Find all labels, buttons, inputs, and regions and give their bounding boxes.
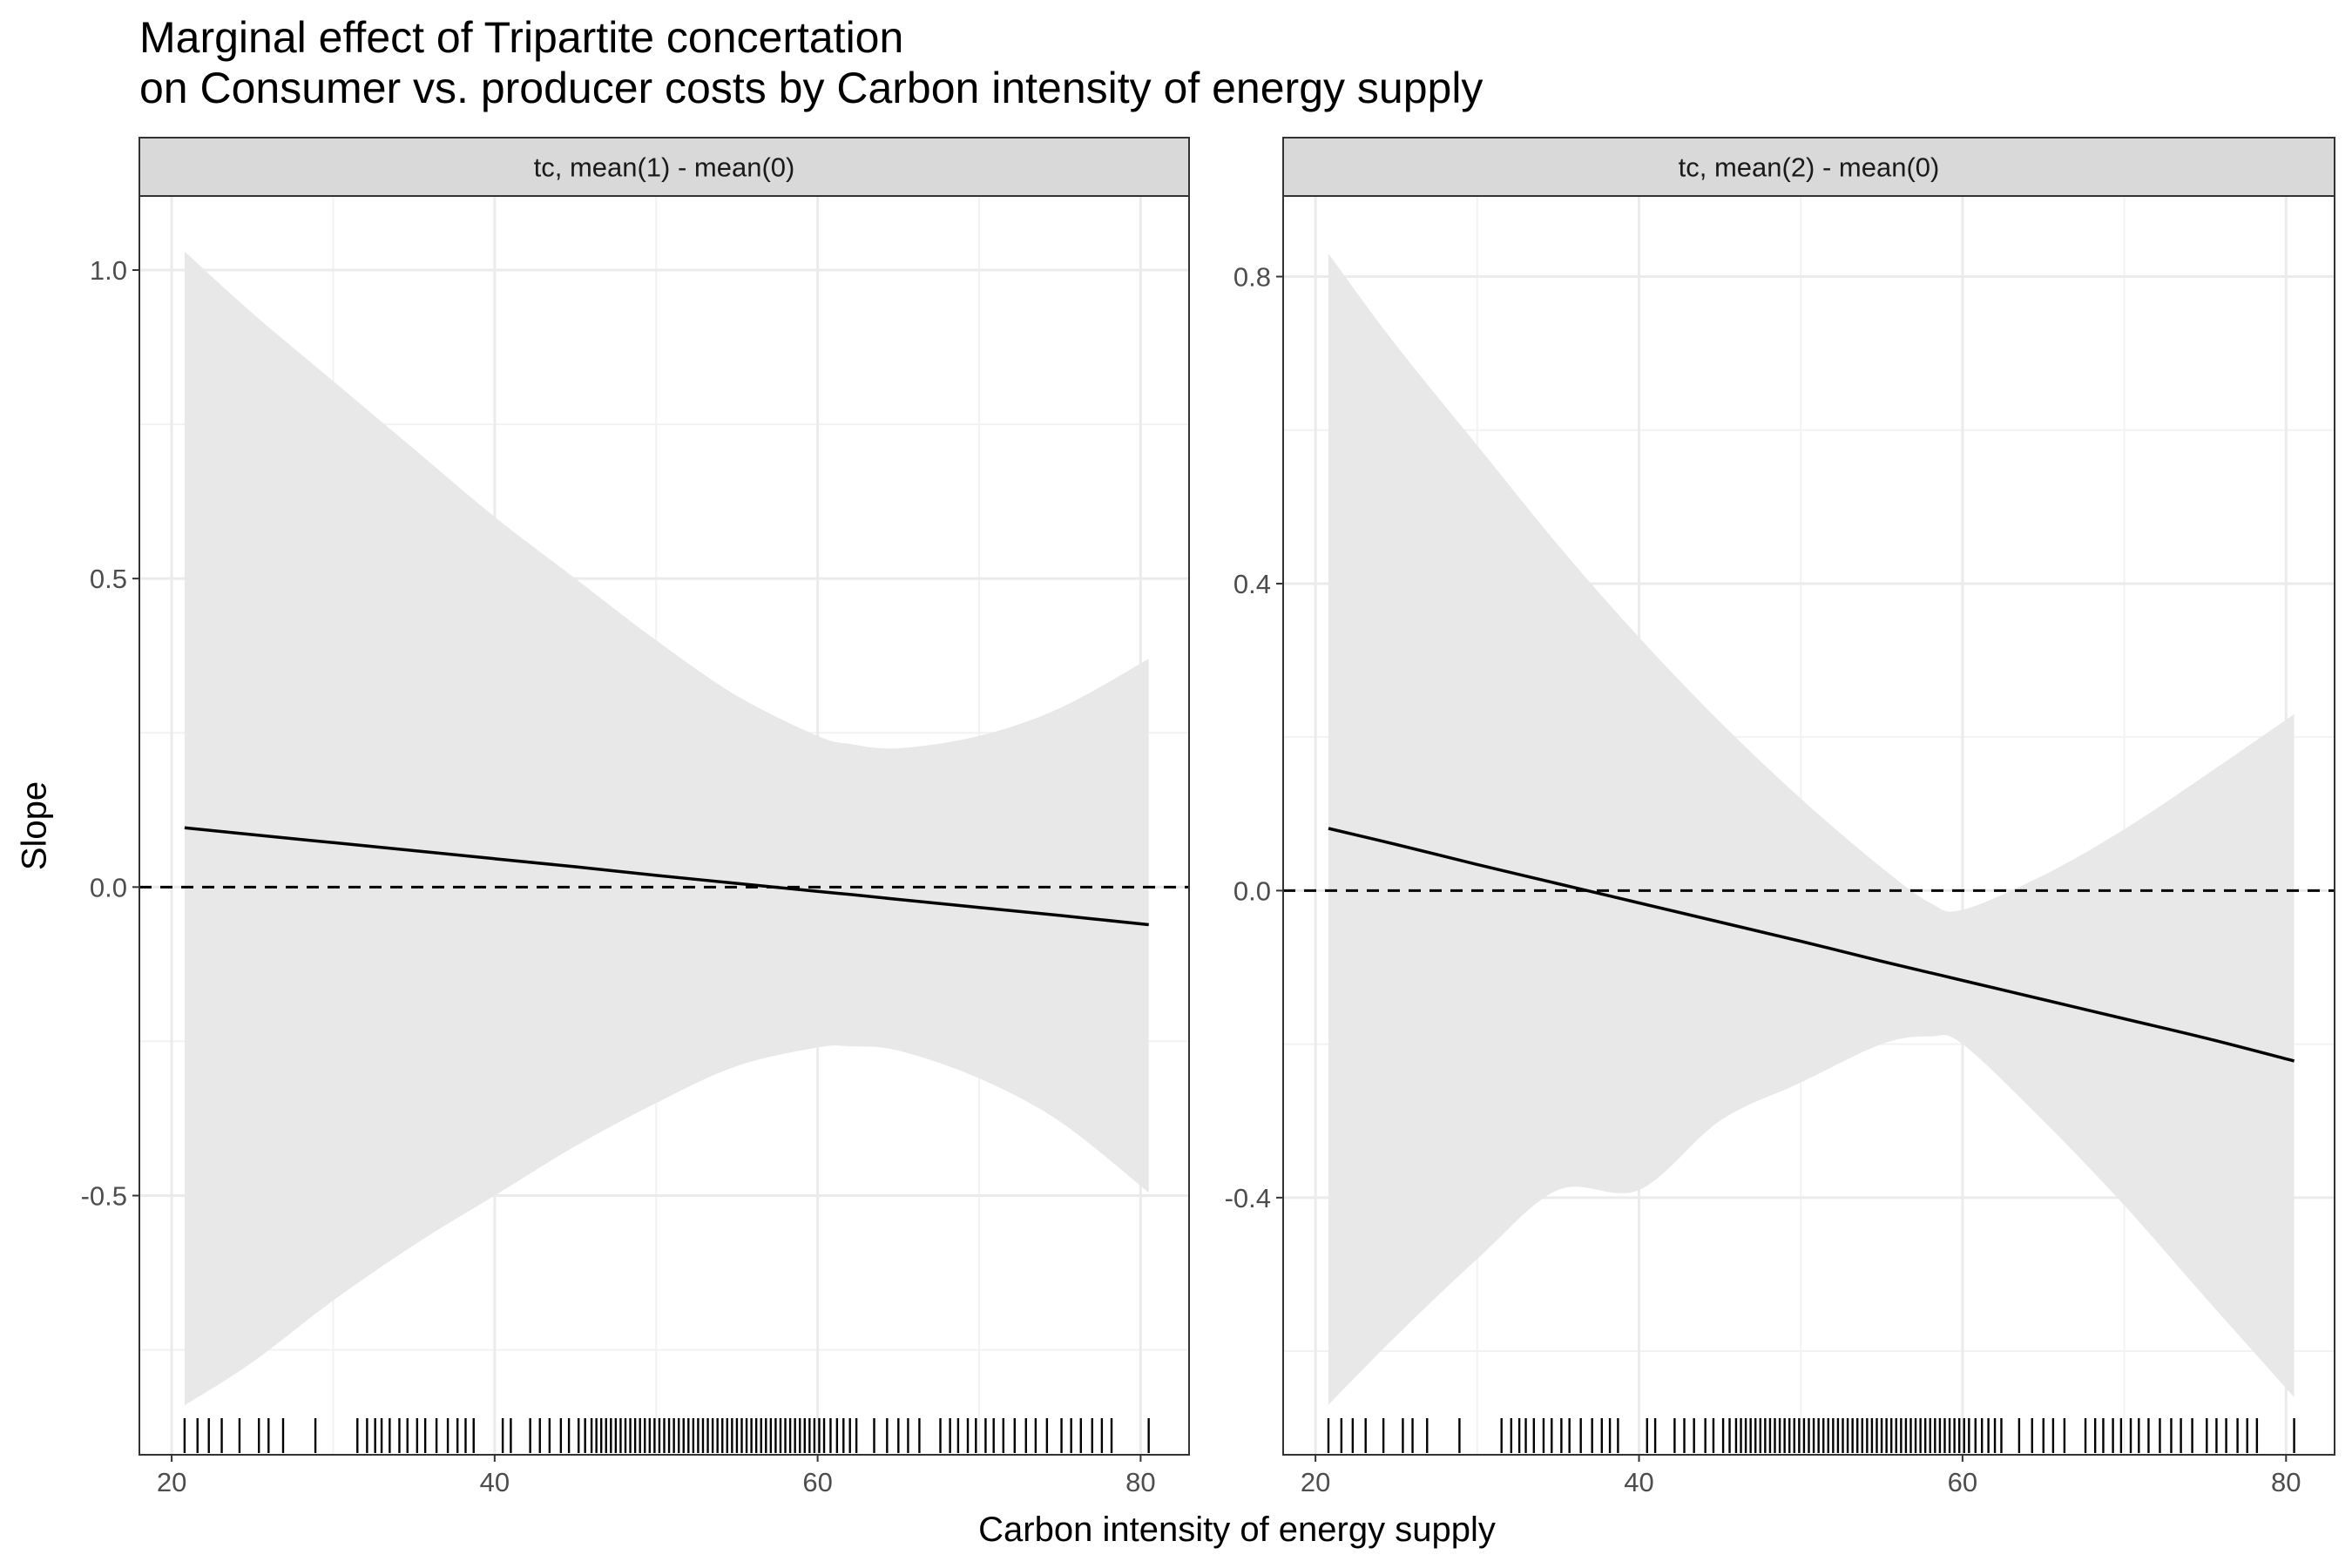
facet-2-x-tick-label: 60 <box>1948 1467 1977 1497</box>
facet-1-x-tick-label: 20 <box>157 1467 186 1497</box>
facet-1-x-tick-label: 60 <box>802 1467 832 1497</box>
facet-1-panel-border <box>139 195 1190 1456</box>
facet-2-estimate-line <box>1328 827 2295 1063</box>
facet-1-strip-label: tc, mean(1) - mean(0) <box>534 152 795 183</box>
facet-2-strip <box>1282 137 2335 197</box>
facet-2-strip-label: tc, mean(2) - mean(0) <box>1679 152 1940 183</box>
facet-2-y-tick-label: -0.4 <box>1225 1183 1271 1213</box>
facet-2-x-tick-label: 40 <box>1624 1467 1653 1497</box>
facet-1-y-tick-label: 0.5 <box>90 564 127 594</box>
facet-2-x-tick-label: 80 <box>2271 1467 2301 1497</box>
chart-title: Marginal effect of Tripartite concertati… <box>139 13 904 62</box>
facet-1-y-tick-label: 0.0 <box>90 872 127 902</box>
facet-1-y-tick-label: -0.5 <box>81 1181 127 1212</box>
facet-2-x-tick-label: 20 <box>1301 1467 1330 1497</box>
facet-2-y-tick-label: 0.0 <box>1233 875 1271 906</box>
facet-1-confidence-ribbon <box>184 251 1149 1406</box>
chart-subtitle: on Consumer vs. producer costs by Carbon… <box>139 64 1484 112</box>
facet-2-y-tick-label: 0.4 <box>1233 569 1271 599</box>
facet-1-x-tick-label: 80 <box>1125 1467 1155 1497</box>
facet-1-y-tick-label: 1.0 <box>90 255 127 286</box>
x-axis-label: Carbon intensity of energy supply <box>978 1511 1496 1549</box>
facet-2-y-tick-label: 0.8 <box>1233 262 1271 293</box>
facet-2-panel-border <box>1282 195 2335 1456</box>
facet-1-estimate-line <box>184 826 1149 927</box>
facet-2-confidence-ribbon <box>1328 253 2295 1405</box>
facet-1-x-tick-label: 40 <box>480 1467 510 1497</box>
facet-1-strip <box>139 137 1190 197</box>
